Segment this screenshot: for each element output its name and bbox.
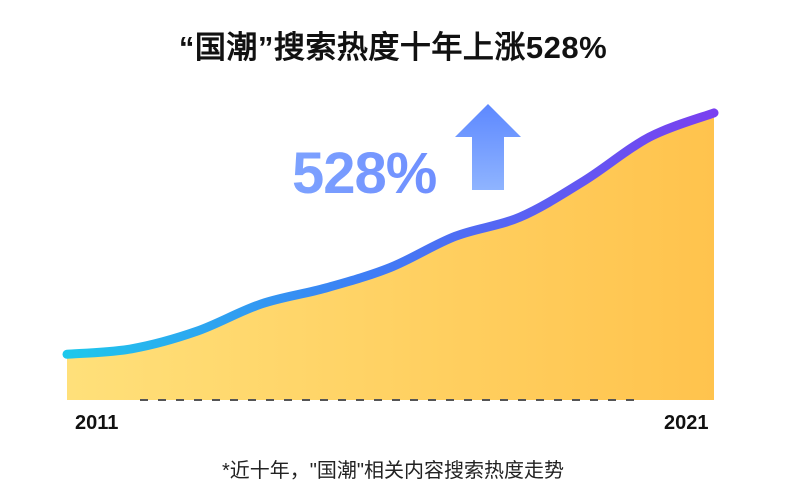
chart-layer [62, 108, 719, 401]
page-title: “国潮”搜索热度十年上涨528% [170, 22, 616, 67]
growth-label: 528% [292, 141, 437, 206]
x-tick-start: 2011 [75, 412, 119, 434]
up-arrow-icon [455, 104, 521, 190]
title-wrap: “国潮”搜索热度十年上涨528% [0, 22, 786, 67]
x-tick-end: 2021 [664, 412, 709, 434]
series-area [67, 112, 714, 401]
series-line [62, 108, 719, 359]
footnote: *近十年，"国潮"相关内容搜索热度走势 [222, 460, 564, 482]
